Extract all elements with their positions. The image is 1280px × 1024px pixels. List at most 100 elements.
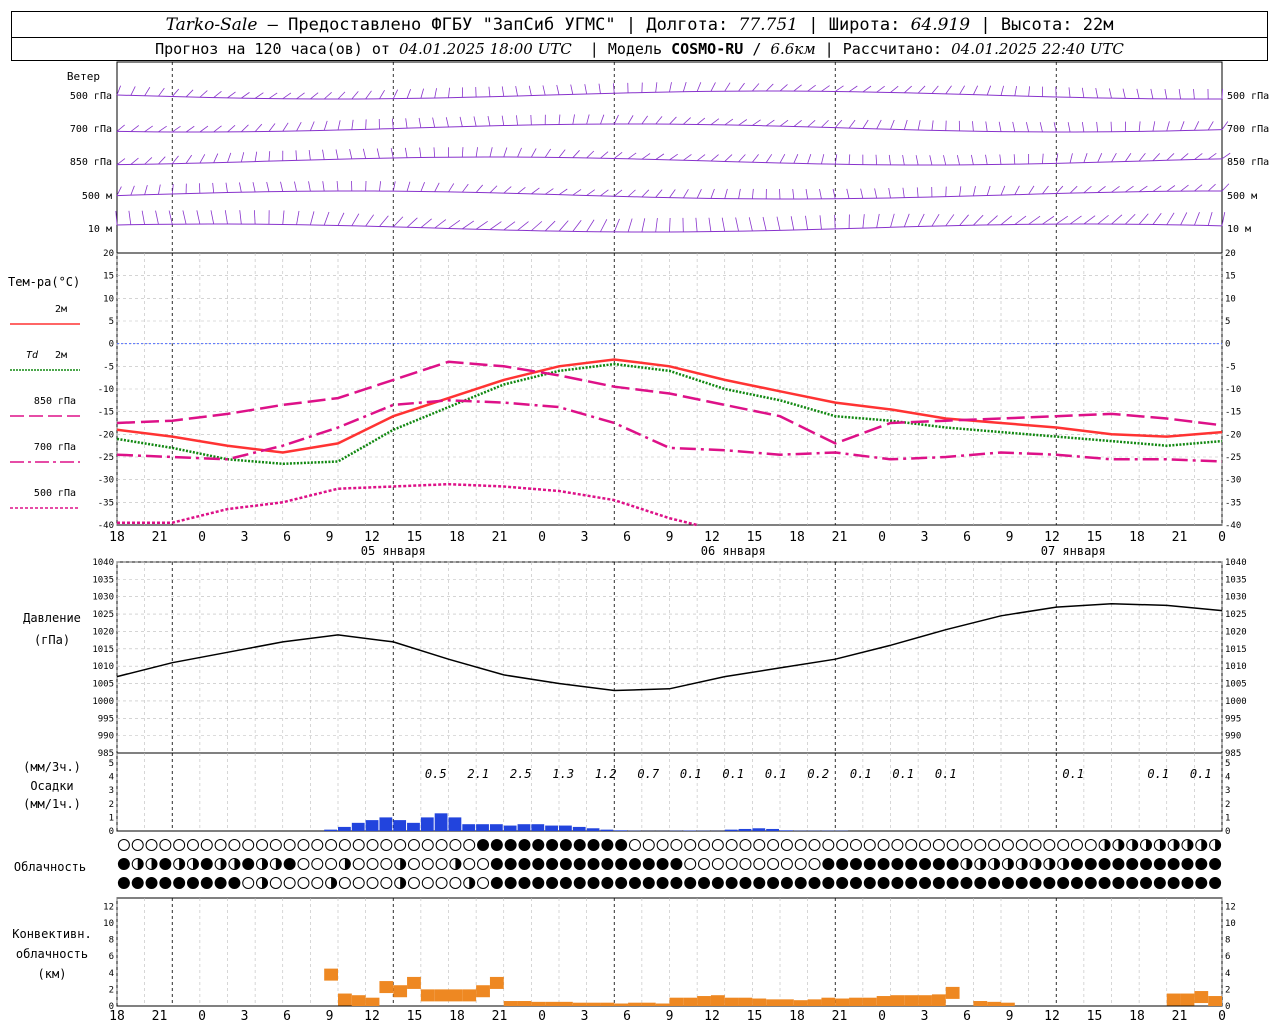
conv-tick-right: 8 xyxy=(1225,936,1230,946)
wind-barb xyxy=(696,154,706,161)
pressure-tick-left: 985 xyxy=(98,749,114,759)
wind-barb xyxy=(1067,122,1071,133)
cloud-cover-fill xyxy=(1099,858,1111,870)
wind-barb xyxy=(765,154,773,163)
precip-tick-right: 4 xyxy=(1225,773,1230,783)
wind-barb xyxy=(931,213,940,227)
wind-barb xyxy=(1152,153,1161,161)
pressure-tick-right: 1015 xyxy=(1225,645,1247,655)
cloud-cover-fill xyxy=(118,858,130,870)
cloud-cover-circle xyxy=(297,877,310,889)
wind-level-label-right: 10 м xyxy=(1227,224,1251,235)
cloud-cover-fill xyxy=(753,877,765,889)
cloud-cover-half xyxy=(1132,839,1138,851)
conv-bar xyxy=(987,1001,1001,1006)
hour-tick-label: 12 xyxy=(704,530,720,545)
wind-barb xyxy=(834,119,843,128)
wind-barb xyxy=(790,216,795,231)
lat-value: 64.919 xyxy=(910,15,971,35)
hour-tick-label: 6 xyxy=(963,530,971,545)
cloud-cover-fill xyxy=(1030,877,1042,889)
wind-barb xyxy=(655,116,663,125)
pressure-tick-left: 1020 xyxy=(92,627,114,637)
cloud-cover-circle xyxy=(186,839,199,851)
hour-tick-label: 9 xyxy=(1006,530,1014,545)
cloud-cover-fill xyxy=(864,858,876,870)
wind-barb xyxy=(973,214,984,226)
wind-barb xyxy=(655,218,658,233)
wind-barb xyxy=(420,88,424,99)
wind-barb xyxy=(807,84,816,92)
precip-bar xyxy=(324,829,337,831)
conv-tick-left: 4 xyxy=(109,969,114,979)
cloud-cover-fill xyxy=(1126,877,1138,889)
wind-barb xyxy=(862,85,872,93)
conv-bar xyxy=(669,997,684,1006)
wind-barb xyxy=(1083,185,1092,194)
wind-barb xyxy=(876,213,880,228)
wind-level-label-left: 700 гПа xyxy=(70,124,112,135)
cloud-cover-half xyxy=(344,858,351,870)
station-name: Tarko-Sale xyxy=(165,15,258,35)
cloud-cover-fill xyxy=(601,877,613,889)
hour-tick-label: 15 xyxy=(747,1009,763,1024)
pressure-unit: (гПа) xyxy=(34,633,70,647)
wind-barb xyxy=(199,154,206,164)
cloud-cover-fill xyxy=(532,858,544,870)
wind-barb xyxy=(846,188,850,199)
wind-barb xyxy=(876,119,882,130)
cloud-cover-circle xyxy=(1057,839,1070,851)
wind-barb xyxy=(392,216,404,228)
hour-tick-label: 3 xyxy=(581,1009,589,1024)
wind-barb xyxy=(171,155,179,164)
precip-bar xyxy=(462,824,476,831)
cloud-cover-circle xyxy=(352,858,365,870)
hour-tick-label: 21 xyxy=(832,1009,848,1024)
wind-barb xyxy=(116,158,126,165)
hour-tick-label: 12 xyxy=(704,1009,720,1024)
wind-barb xyxy=(296,121,302,132)
conv-bar xyxy=(407,976,421,989)
wind-barb xyxy=(310,92,319,100)
wind-barb xyxy=(475,147,478,158)
wind-barb xyxy=(224,210,228,225)
conv-bar xyxy=(655,1003,670,1006)
cloud-cover-half xyxy=(400,858,406,870)
wind-barb xyxy=(1124,152,1132,162)
wind-barb xyxy=(296,92,305,100)
precip-3h-label: 1.3 xyxy=(552,767,574,781)
wind-barb xyxy=(1081,87,1085,98)
cloud-cover-circle xyxy=(463,839,476,851)
conv-bar xyxy=(517,1001,532,1006)
wind-barb xyxy=(1221,152,1231,160)
wind-barb xyxy=(1164,88,1168,99)
calc-time: 04.01.2025 22:40 UTC xyxy=(951,40,1124,58)
cloud-cover-circle xyxy=(352,877,365,889)
wind-barb xyxy=(572,189,582,196)
conv-bar xyxy=(710,995,725,1006)
cloud-cover-fill xyxy=(1140,858,1152,870)
wind-barb xyxy=(792,189,795,200)
temp-series-Td2м xyxy=(116,362,1223,466)
cloud-cover-fill xyxy=(1181,858,1193,870)
precip-3h-label: 0.1 xyxy=(850,767,872,781)
hour-tick-label: 6 xyxy=(283,530,291,545)
cloud-cover-circle xyxy=(477,858,490,870)
wind-barb xyxy=(308,181,311,192)
cloud-cover-fill xyxy=(795,877,807,889)
cloud-cover-circle xyxy=(628,839,641,851)
conv-bar xyxy=(503,1001,518,1006)
alt-value: 22м xyxy=(1082,15,1114,35)
hour-tick-label: 9 xyxy=(1006,1009,1014,1024)
wind-barb xyxy=(144,185,148,195)
cloud-cover-circle xyxy=(435,858,448,870)
hour-tick-label: 21 xyxy=(152,1009,168,1024)
cloud-cover-circle xyxy=(173,839,186,851)
hour-tick-label: 0 xyxy=(198,1009,206,1024)
conv-tick-right: 10 xyxy=(1225,919,1236,929)
precip-bar xyxy=(365,820,379,831)
hour-tick-label: 21 xyxy=(492,530,508,545)
wind-barb xyxy=(765,119,775,127)
wind-barb xyxy=(459,116,463,127)
wind-barb xyxy=(379,181,382,192)
